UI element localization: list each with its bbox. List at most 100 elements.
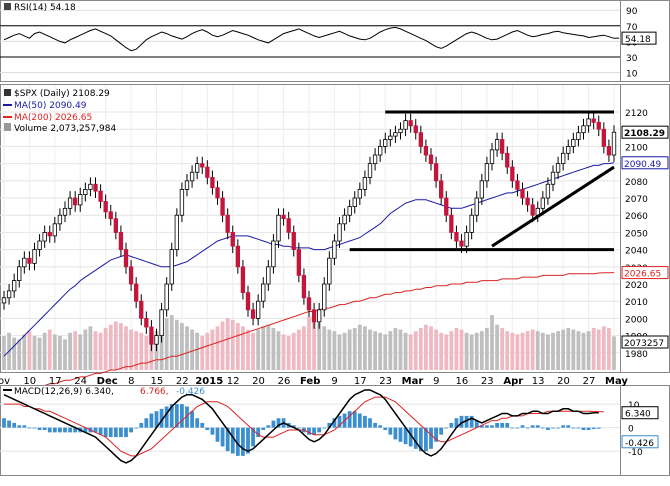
volume-bar	[551, 332, 555, 370]
candle-body	[606, 146, 612, 156]
price-panel: 2120211021002090208020702060205020402030…	[0, 84, 670, 397]
rsi-line	[3, 26, 620, 52]
x-tick-label: 2015	[195, 376, 223, 387]
price-tick-label: 2040	[625, 247, 648, 257]
candle-body	[500, 139, 505, 154]
rsi-tick-label: 10	[626, 70, 638, 80]
volume-bar	[200, 336, 205, 370]
volume-bar	[108, 324, 113, 370]
rsi-legend-label: RSI(14) 54.18	[14, 3, 76, 13]
volume-bar	[561, 329, 566, 370]
macd-histogram-bar	[413, 427, 418, 449]
volume-bar	[327, 329, 332, 370]
x-tick-label: 20	[252, 376, 265, 387]
macd-histogram-bar	[37, 427, 42, 430]
candle-body	[515, 180, 520, 190]
macd-histogram-bar	[444, 427, 449, 429]
candle-body	[22, 257, 27, 268]
x-tick-label: 24	[74, 376, 87, 387]
candle-body	[52, 223, 57, 237]
volume-bar	[78, 334, 83, 370]
macd-histogram-bar	[418, 427, 423, 452]
price-tick-label: 2020	[625, 281, 648, 291]
candle-body	[42, 232, 47, 242]
candle-body	[388, 135, 393, 140]
rsi-tick-label: 70	[626, 23, 638, 33]
volume-bar	[368, 329, 372, 370]
macd-histogram-bar	[479, 425, 484, 428]
macd-histogram-bar	[368, 418, 372, 428]
candle-body	[418, 132, 423, 147]
candle-body	[403, 120, 408, 130]
candle-body	[332, 240, 337, 259]
volume-bar	[52, 334, 57, 370]
price-tick-label: 2050	[625, 229, 648, 239]
volume-bar	[47, 329, 52, 370]
volume-last-box	[621, 335, 669, 349]
candle-body	[235, 245, 240, 268]
price-tick-label: 2080	[625, 178, 648, 188]
volume-bar	[98, 332, 103, 370]
candle-body	[225, 214, 230, 233]
macd-histogram-bar	[327, 422, 332, 428]
candle-body	[6, 290, 12, 299]
volume-bar	[93, 331, 98, 370]
candle-body	[378, 146, 383, 156]
macd-histogram-bar	[139, 422, 144, 428]
volume-bar	[357, 324, 362, 370]
macd-histogram-bar	[383, 427, 388, 430]
x-tick-label: 10	[23, 376, 36, 387]
x-tick-label: Apr	[503, 376, 523, 387]
macd-histogram-bar	[215, 427, 220, 442]
volume-bar	[251, 332, 255, 370]
macd-histogram-bar	[235, 427, 240, 456]
candle-body	[322, 283, 327, 311]
candle-body	[317, 309, 322, 323]
macd-histogram-bar	[571, 427, 576, 429]
candle-body	[357, 189, 362, 199]
x-tick-label: 15	[151, 376, 164, 387]
candle-body	[118, 232, 124, 251]
x-tick-label: ov	[0, 376, 10, 387]
candle-body	[540, 197, 545, 209]
volume-bar	[383, 334, 388, 370]
macd-histogram-bar	[27, 427, 32, 429]
volume-bar	[576, 331, 581, 370]
volume-bar	[246, 329, 250, 370]
macd-histogram-bar	[393, 427, 398, 440]
volume-bar	[124, 326, 128, 370]
volume-bar	[32, 336, 37, 370]
macd-histogram-bar	[246, 427, 250, 454]
x-tick-label: 9	[433, 376, 439, 387]
candle-body	[398, 128, 403, 134]
macd-histogram-bar	[429, 427, 433, 449]
volume-bar	[2, 336, 6, 370]
x-tick-label: 26	[278, 376, 291, 387]
macd-last-label: 6.340	[625, 410, 651, 420]
macd-histogram-bar	[185, 406, 189, 428]
macd-histogram-bar	[347, 411, 352, 428]
macd-histogram-bar	[530, 425, 535, 428]
volume-bar	[581, 332, 586, 370]
macd-histogram-bar	[540, 427, 545, 429]
macd-histogram-bar	[261, 427, 266, 430]
macd-histogram-bar	[225, 427, 230, 452]
macd-line	[3, 389, 599, 464]
candle-body	[215, 187, 220, 199]
volume-bar	[302, 326, 306, 370]
volume-bar	[149, 337, 154, 370]
candle-body	[555, 163, 561, 173]
macd-tick-label: 10	[628, 401, 640, 411]
candle-body	[561, 152, 566, 165]
ma200-last-label: 2026.65	[624, 270, 661, 280]
candle-body	[184, 180, 190, 190]
candle-body	[281, 214, 286, 220]
candle-body	[545, 183, 551, 199]
volume-bar	[22, 334, 27, 370]
candle-body	[205, 166, 210, 178]
x-tick-label: 13	[532, 376, 545, 387]
macd-tick-label: 0	[628, 425, 634, 435]
candle-body	[433, 163, 439, 182]
candle-body	[250, 309, 256, 319]
